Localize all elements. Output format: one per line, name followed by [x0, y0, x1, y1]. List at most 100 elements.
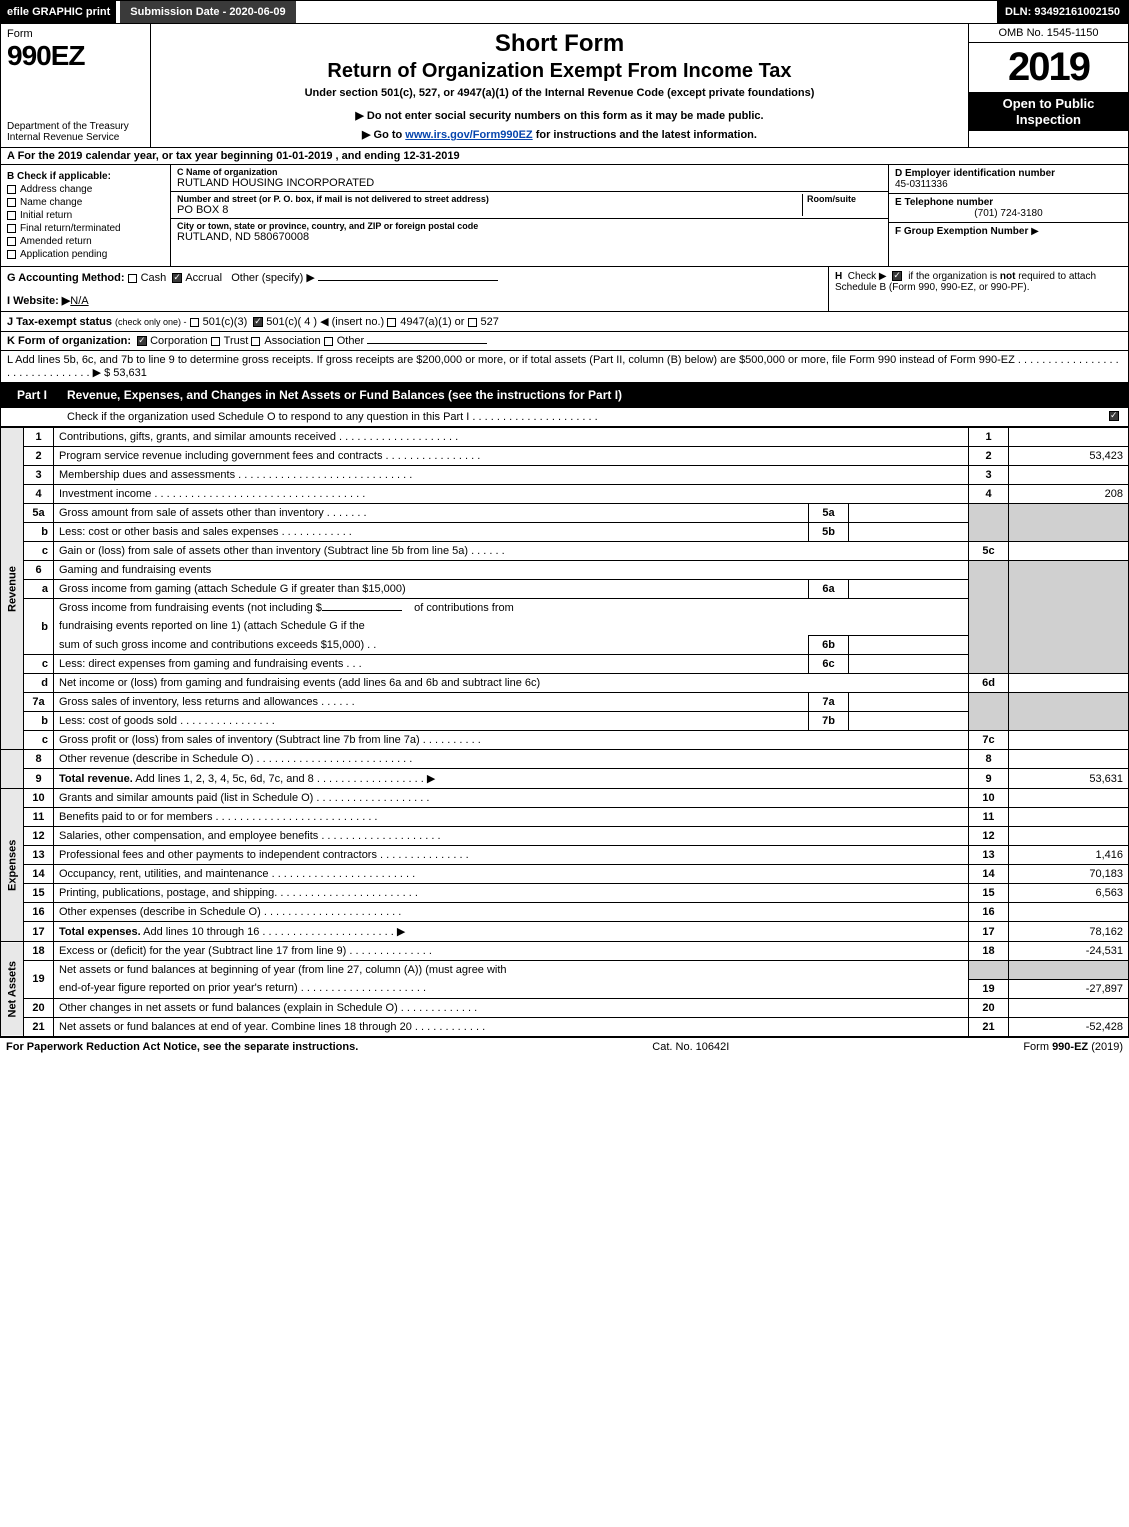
line-19-desc1: Net assets or fund balances at beginning…: [54, 961, 969, 980]
line-7a-no: 7a: [24, 693, 54, 712]
line-11-no: 11: [24, 808, 54, 827]
section-l: L Add lines 5b, 6c, and 7b to line 9 to …: [0, 351, 1129, 383]
line-5c-desc: Gain or (loss) from sale of assets other…: [54, 542, 969, 561]
line-1-no: 1: [24, 428, 54, 447]
line-7a-minival: [849, 693, 969, 712]
line-7b-no: b: [24, 712, 54, 731]
line-18-desc: Excess or (deficit) for the year (Subtra…: [54, 942, 969, 961]
line-14-desc: Occupancy, rent, utilities, and maintena…: [54, 865, 969, 884]
irs-link[interactable]: www.irs.gov/Form990EZ: [405, 129, 532, 141]
line-5c-no: c: [24, 542, 54, 561]
section-gh: G Accounting Method: Cash Accrual Other …: [0, 267, 1129, 312]
addr-value: PO BOX 8: [177, 204, 802, 216]
form-label: Form: [7, 28, 144, 40]
checkbox-schedule-b-checked[interactable]: [892, 271, 902, 281]
line-21-desc: Net assets or fund balances at end of ye…: [54, 1017, 969, 1036]
checkbox-accrual-checked[interactable]: [172, 273, 182, 283]
checkbox-association[interactable]: [251, 337, 260, 346]
line-10-val: [1009, 789, 1129, 808]
line-2-numcol: 2: [969, 447, 1009, 466]
checkbox-initial-return[interactable]: Initial return: [7, 210, 164, 221]
under-section-text: Under section 501(c), 527, or 4947(a)(1)…: [161, 87, 958, 99]
checkbox-4947[interactable]: [387, 318, 396, 327]
line-6b-mini: 6b: [809, 636, 849, 655]
checkbox-application-pending[interactable]: Application pending: [7, 249, 164, 260]
line-16-val: [1009, 903, 1129, 922]
checkbox-address-change[interactable]: Address change: [7, 184, 164, 195]
line-14-no: 14: [24, 865, 54, 884]
line-4-val: 208: [1009, 485, 1129, 504]
part-1-label: Part I: [7, 386, 57, 404]
line-10-desc: Grants and similar amounts paid (list in…: [54, 789, 969, 808]
grey-cell: [969, 961, 1009, 980]
checkbox-schedule-o-checked[interactable]: [1109, 411, 1119, 421]
line-10-numcol: 10: [969, 789, 1009, 808]
line-15-val: 6,563: [1009, 884, 1129, 903]
line-7b-minival: [849, 712, 969, 731]
grey-cell: [1009, 561, 1129, 674]
checkbox-other-org[interactable]: [324, 337, 333, 346]
form-header: Form 990EZ Department of the Treasury In…: [0, 24, 1129, 148]
line-7a-desc: Gross sales of inventory, less returns a…: [54, 693, 809, 712]
line-3-desc: Membership dues and assessments . . . . …: [54, 466, 969, 485]
entity-info-block: B Check if applicable: Address change Na…: [0, 165, 1129, 267]
checkbox-name-change[interactable]: Name change: [7, 197, 164, 208]
grey-cell: [969, 561, 1009, 674]
section-k: K Form of organization: Corporation Trus…: [0, 332, 1129, 351]
line-6b-minival: [849, 636, 969, 655]
line-2-no: 2: [24, 447, 54, 466]
line-12-no: 12: [24, 827, 54, 846]
line-6d-no: d: [24, 674, 54, 693]
line-5b-minival: [849, 523, 969, 542]
checkbox-cash[interactable]: [128, 274, 137, 283]
line-13-numcol: 13: [969, 846, 1009, 865]
line-10-no: 10: [24, 789, 54, 808]
ein-value: 45-0311336: [895, 179, 1122, 190]
line-13-val: 1,416: [1009, 846, 1129, 865]
checkbox-corporation-checked[interactable]: [137, 336, 147, 346]
org-name-value: RUTLAND HOUSING INCORPORATED: [177, 177, 882, 189]
section-def: D Employer identification number 45-0311…: [888, 165, 1128, 266]
line-3-no: 3: [24, 466, 54, 485]
checkbox-trust[interactable]: [211, 337, 220, 346]
form-number: 990EZ: [7, 40, 144, 72]
grey-cell: [1009, 961, 1129, 980]
line-4-no: 4: [24, 485, 54, 504]
room-label: Room/suite: [807, 194, 876, 204]
line-6c-mini: 6c: [809, 655, 849, 674]
footer-form-ref: Form 990-EZ (2019): [1023, 1041, 1123, 1053]
line-9-no: 9: [24, 769, 54, 789]
line-20-numcol: 20: [969, 998, 1009, 1017]
line-1-numcol: 1: [969, 428, 1009, 447]
line-9-numcol: 9: [969, 769, 1009, 789]
line-19-val: -27,897: [1009, 979, 1129, 998]
line-6d-numcol: 6d: [969, 674, 1009, 693]
checkbox-501c-checked[interactable]: [253, 317, 263, 327]
net-assets-side-label: Net Assets: [1, 942, 24, 1037]
checkbox-501c3[interactable]: [190, 318, 199, 327]
line-5b-mini: 5b: [809, 523, 849, 542]
submission-date-badge: Submission Date - 2020-06-09: [120, 1, 295, 23]
efile-print-button[interactable]: efile GRAPHIC print: [1, 1, 116, 23]
line-19-desc2: end-of-year figure reported on prior yea…: [54, 979, 969, 998]
grey-cell: [969, 504, 1009, 542]
footer-cat-no: Cat. No. 10642I: [652, 1041, 729, 1053]
line-5b-no: b: [24, 523, 54, 542]
revenue-side-label: Revenue: [1, 428, 24, 750]
line-7b-mini: 7b: [809, 712, 849, 731]
line-5a-minival: [849, 504, 969, 523]
line-5b-desc: Less: cost or other basis and sales expe…: [54, 523, 809, 542]
checkbox-final-return[interactable]: Final return/terminated: [7, 223, 164, 234]
checkbox-amended-return[interactable]: Amended return: [7, 236, 164, 247]
line-17-val: 78,162: [1009, 922, 1129, 942]
line-11-numcol: 11: [969, 808, 1009, 827]
line-6b-desc2: fundraising events reported on line 1) (…: [54, 617, 969, 636]
line-3-numcol: 3: [969, 466, 1009, 485]
part-1-table: Revenue 1 Contributions, gifts, grants, …: [0, 427, 1129, 1037]
line-2-val: 53,423: [1009, 447, 1129, 466]
checkbox-527[interactable]: [468, 318, 477, 327]
line-6-no: 6: [24, 561, 54, 580]
line-21-numcol: 21: [969, 1017, 1009, 1036]
line-5a-mini: 5a: [809, 504, 849, 523]
line-5c-val: [1009, 542, 1129, 561]
